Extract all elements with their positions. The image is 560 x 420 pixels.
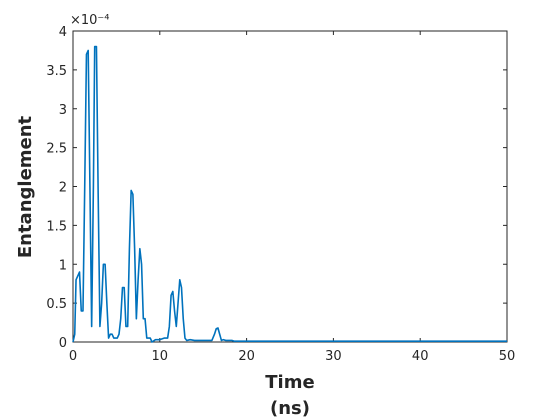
x-axis-ticks: 0 10 20 30 40 50	[69, 31, 515, 364]
series-line	[72, 45, 507, 343]
x-tick-label: 40	[412, 349, 429, 364]
x-tick-label: 10	[152, 349, 169, 364]
y-tick-label: 2	[59, 181, 67, 196]
y-tick-label: 3.5	[46, 64, 67, 79]
x-tick-label: 20	[238, 349, 255, 364]
y-axis-title: Entanglement	[15, 115, 36, 258]
y-tick-label: 0	[59, 336, 67, 351]
y-axis-exponent: ×10⁻⁴	[70, 13, 110, 28]
y-axis-ticks: 0 0.5 1 1.5 2 2.5 3 3.5 4	[46, 25, 507, 351]
y-tick-label: 2.5	[46, 142, 67, 157]
x-axis-title-line-1: Time	[265, 372, 314, 393]
y-tick-label: 4	[59, 25, 67, 40]
x-tick-label: 50	[499, 349, 516, 364]
y-tick-label: 1.5	[46, 219, 67, 234]
y-tick-label: 0.5	[46, 297, 67, 312]
y-tick-label: 1	[59, 258, 67, 273]
x-tick-label: 0	[69, 349, 77, 364]
y-tick-label: 3	[59, 103, 67, 118]
plot-area	[72, 30, 508, 343]
x-tick-label: 30	[325, 349, 342, 364]
x-axis-title-line-2: (ns)	[270, 398, 310, 419]
